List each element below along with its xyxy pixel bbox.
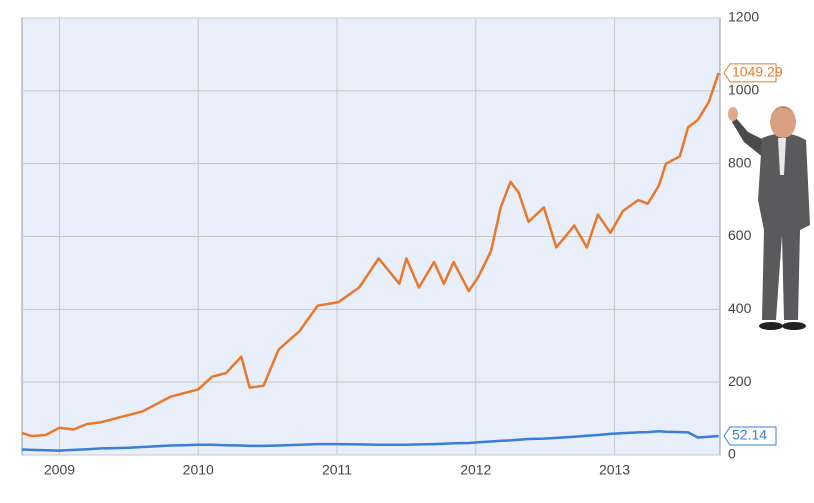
y-tick-label: 1000 xyxy=(728,82,759,98)
y-tick-label: 400 xyxy=(728,300,752,316)
x-tick-label: 2012 xyxy=(460,462,491,478)
last-value-label: 1049.29 xyxy=(732,64,783,80)
y-tick-label: 0 xyxy=(728,446,736,462)
x-tick-label: 2010 xyxy=(183,462,214,478)
y-tick-label: 200 xyxy=(728,373,752,389)
last-value-box xyxy=(723,426,777,446)
person-photo xyxy=(728,106,810,330)
y-tick-label: 1200 xyxy=(728,9,759,25)
y-tick-label: 800 xyxy=(728,154,752,170)
x-tick-label: 2011 xyxy=(322,462,352,478)
x-tick-label: 2009 xyxy=(44,462,75,478)
line-series xyxy=(21,72,720,438)
y-tick-label: 600 xyxy=(728,227,752,243)
line-series xyxy=(21,430,719,452)
last-value-box xyxy=(723,63,777,83)
last-value-label: 52.14 xyxy=(732,427,767,443)
x-tick-label: 2013 xyxy=(599,462,630,478)
